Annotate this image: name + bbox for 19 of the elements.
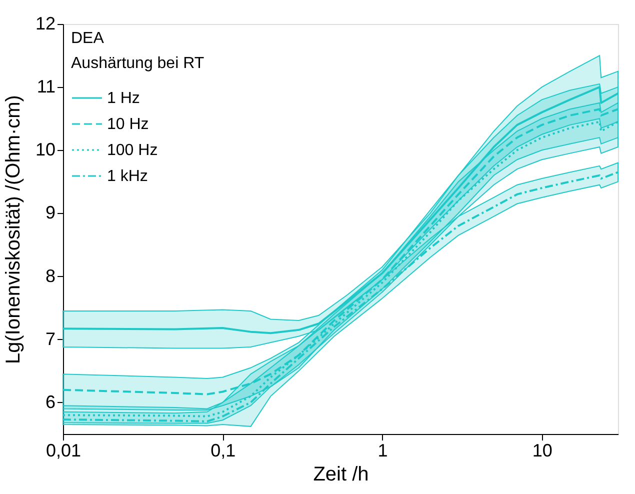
annotation: DEA: [71, 30, 104, 47]
annotation: Aushärtung bei RT: [71, 55, 204, 72]
x-tick-label: 0,1: [210, 440, 236, 460]
y-tick-label: 8: [45, 266, 56, 286]
y-tick-label: 10: [35, 140, 56, 160]
y-tick-label: 7: [45, 328, 56, 349]
y-tick-label: 11: [36, 76, 56, 97]
legend-label: 10 Hz: [107, 116, 149, 133]
y-tick-label: 6: [45, 392, 56, 412]
y-tick-label: 12: [35, 14, 56, 34]
legend-label: 1 Hz: [107, 90, 140, 107]
legend-label: 100 Hz: [107, 142, 158, 159]
legend-label: 1 kHz: [107, 168, 148, 185]
x-axis-title: Zeit /h: [313, 464, 369, 486]
y-tick-label: 9: [45, 202, 56, 223]
y-axis-title: Lg(Ionenviskosität) /(Ohm·cm): [2, 95, 24, 364]
x-tick-label: 0,01: [46, 440, 82, 460]
x-tick-label: 10: [532, 440, 552, 460]
x-tick-label: 1: [378, 440, 388, 460]
